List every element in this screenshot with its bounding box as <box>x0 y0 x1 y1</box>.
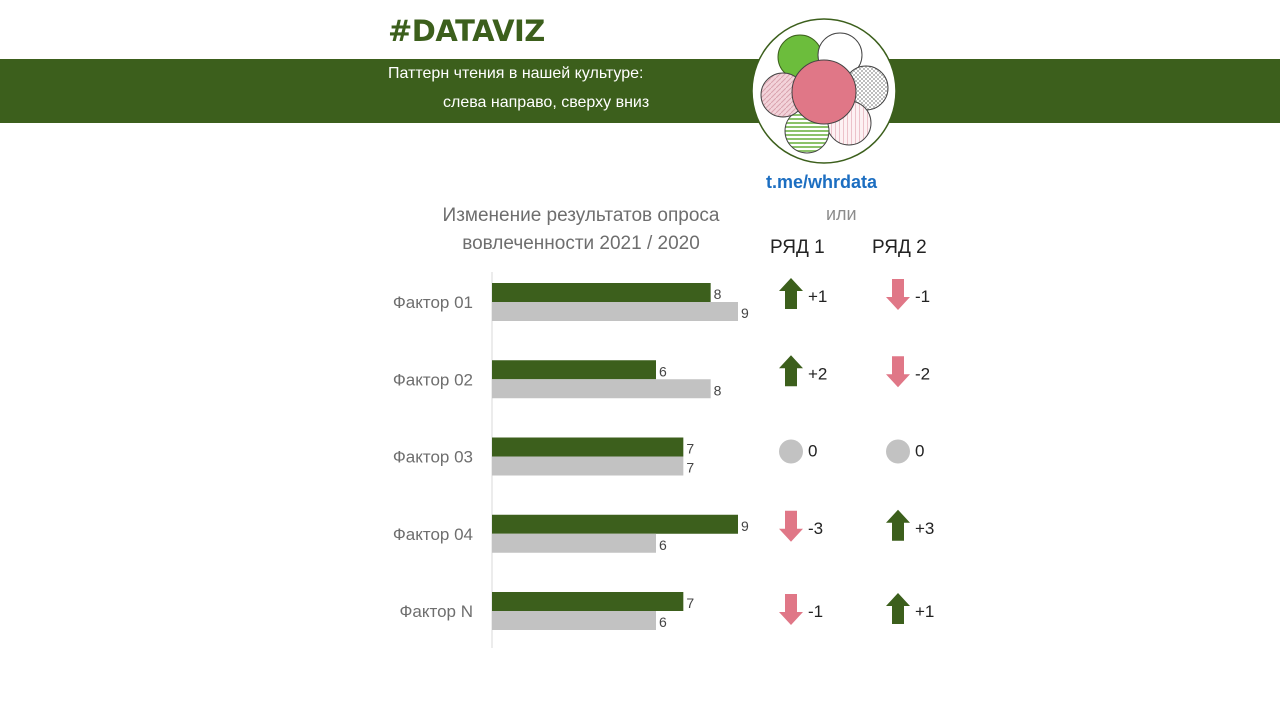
category-label: Фактор 04 <box>393 525 473 544</box>
bar <box>492 360 656 380</box>
neutral-dot-icon <box>886 439 910 464</box>
bar <box>492 611 656 630</box>
row2-header: РЯД 2 <box>872 237 927 258</box>
category-label: Фактор 02 <box>393 370 473 389</box>
or-label: или <box>826 204 857 224</box>
arrow-up-icon <box>886 593 910 624</box>
bar <box>492 514 738 534</box>
bar <box>492 456 684 476</box>
arrow-down-icon <box>886 356 910 388</box>
delta-label: -1 <box>915 287 930 306</box>
bar-value-label: 9 <box>741 305 749 321</box>
delta-label: 0 <box>915 442 924 461</box>
brand-title: #DATAVIZ <box>388 14 545 48</box>
category-label: Фактор 01 <box>393 293 473 312</box>
row1-header: РЯД 1 <box>770 237 825 258</box>
bar-value-label: 8 <box>714 382 722 398</box>
bar <box>492 592 684 611</box>
bar <box>492 283 711 302</box>
bar-value-label: 6 <box>659 614 667 630</box>
delta-label: 0 <box>808 442 817 461</box>
arrow-up-icon <box>886 509 910 541</box>
bar-value-label: 7 <box>686 441 694 457</box>
delta-label: +1 <box>915 602 934 621</box>
arrow-up-icon <box>779 355 803 387</box>
bar-value-label: 6 <box>659 363 667 379</box>
chart-title-line-2: вовлеченности 2021 / 2020 <box>462 233 700 254</box>
delta-label: -1 <box>808 602 823 621</box>
arrow-down-icon <box>886 279 910 310</box>
delta-label: +1 <box>808 287 827 306</box>
delta-label: +2 <box>808 364 827 383</box>
chart-title: Изменение результатов опроса вовлеченнос… <box>420 202 742 258</box>
subtitle-line-2: слева направо, сверху вниз <box>443 94 650 111</box>
telegram-link[interactable]: t.me/whrdata <box>766 172 878 192</box>
bar <box>492 302 738 321</box>
delta-label: +3 <box>915 519 934 538</box>
category-label: Фактор 03 <box>393 448 473 467</box>
arrow-down-icon <box>779 594 803 625</box>
bar-value-label: 7 <box>686 595 694 611</box>
delta-label: -3 <box>808 519 823 538</box>
header-banner <box>0 59 1280 123</box>
bar <box>492 437 684 457</box>
bar-value-label: 7 <box>686 460 694 476</box>
bar <box>492 379 711 399</box>
arrow-down-icon <box>779 510 803 542</box>
bar <box>492 533 656 553</box>
bar-value-label: 8 <box>714 286 722 302</box>
category-label: Фактор N <box>399 602 473 621</box>
subtitle-line-1: Паттерн чтения в нашей культуре: <box>388 65 644 82</box>
neutral-dot-icon <box>779 439 803 464</box>
delta-label: -2 <box>915 364 930 383</box>
bar-value-label: 6 <box>659 537 667 553</box>
bar-value-label: 9 <box>741 518 749 534</box>
flower-logo-icon <box>751 18 897 164</box>
arrow-up-icon <box>779 278 803 309</box>
chart-title-line-1: Изменение результатов опроса <box>442 205 720 226</box>
